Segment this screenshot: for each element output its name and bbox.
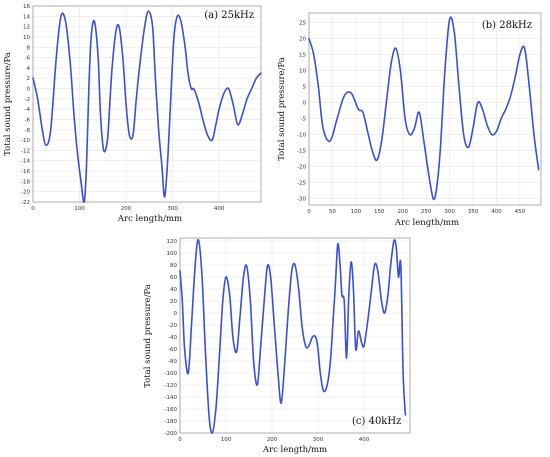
x-tick-label: 100	[74, 206, 85, 212]
y-tick-label: 2	[27, 76, 31, 82]
y-tick-label: -14	[21, 159, 30, 165]
plot-frame	[179, 237, 411, 434]
y-tick-label: -140	[165, 395, 178, 401]
x-tick-label: 0	[178, 437, 182, 443]
x-tick-label: 200	[121, 206, 132, 212]
plot-frame	[32, 5, 262, 203]
y-tick-label: -10	[21, 138, 30, 144]
y-tick-label: -200	[165, 431, 178, 437]
x-tick-label: 100	[221, 437, 232, 443]
y-tick-label: -15	[297, 149, 306, 155]
plot-frame	[308, 12, 542, 206]
y-tick-label: -10	[297, 133, 306, 139]
y-tick-label: -8	[25, 128, 31, 134]
y-tick-label: 20	[299, 37, 306, 43]
y-axis-label: Total sound pressure/Pa	[3, 52, 13, 156]
x-tick-label: 200	[267, 437, 278, 443]
x-tick-label: 400	[491, 209, 502, 215]
y-tick-label: 0	[27, 87, 31, 93]
y-tick-label: 14	[23, 14, 30, 20]
series-line	[308, 16, 540, 201]
panel-label: (c) 40kHz	[352, 416, 401, 427]
y-tick-label: 16	[23, 4, 30, 10]
y-tick-label: 15	[299, 53, 306, 59]
y-tick-label: -60	[168, 347, 177, 353]
y-tick-label: 100	[167, 251, 178, 257]
y-tick-label: -100	[165, 371, 178, 377]
y-tick-label: 8	[27, 45, 31, 51]
x-tick-label: 200	[397, 209, 408, 215]
y-tick-label: 60	[170, 275, 177, 281]
y-tick-label: -25	[297, 181, 306, 187]
y-tick-label: -180	[165, 419, 178, 425]
x-tick-label: 400	[359, 437, 370, 443]
series-line	[32, 10, 262, 204]
y-tick-label: -2	[25, 97, 30, 103]
y-tick-label: 25	[299, 21, 306, 27]
panel-a: 16 14 12 10 8 6 4 2 0 -2 -4 -6 -8 -10 -12 -14 -16 -18 -20 -…	[3, 4, 262, 224]
y-tick-label: 0	[303, 101, 307, 107]
panel-label: (b) 28kHz	[482, 20, 532, 31]
y-tick-label: -5	[301, 117, 307, 123]
x-tick-label: 400	[214, 206, 225, 212]
y-tick-label: 10	[299, 69, 306, 75]
y-tick-label: -22	[21, 200, 30, 206]
x-tick-label: 250	[421, 209, 432, 215]
y-tick-label: -120	[165, 383, 178, 389]
y-tick-label: -160	[165, 407, 178, 413]
y-tick-label: 6	[27, 56, 31, 62]
y-tick-label: -20	[21, 190, 30, 196]
x-tick-label: 300	[313, 437, 324, 443]
y-tick-label: -30	[297, 197, 306, 203]
y-axis-label: Total sound pressure/Pa	[143, 284, 153, 388]
y-tick-label: 10	[23, 35, 30, 41]
y-tick-label: -6	[25, 117, 31, 123]
x-axis-label: Arc length/mm	[394, 218, 459, 228]
x-tick-label: 100	[351, 209, 362, 215]
y-tick-label: -12	[21, 148, 30, 154]
x-tick-label: 350	[468, 209, 479, 215]
panel-label: (a) 25kHz	[204, 10, 254, 21]
x-axis-label: Arc length/mm	[262, 445, 327, 455]
y-tick-label: 12	[23, 25, 30, 31]
panel-c: 120100806040200-20-40-60-80-100-120-140-…	[143, 237, 411, 455]
y-tick-label: 120	[167, 239, 178, 245]
x-tick-label: 0	[31, 206, 35, 212]
x-tick-label: 450	[515, 209, 526, 215]
y-tick-label: 40	[170, 287, 177, 293]
y-tick-label: -40	[168, 335, 177, 341]
y-tick-label: 80	[170, 263, 177, 269]
y-axis-label: Total sound pressure/Pa	[277, 57, 287, 161]
x-tick-label: 150	[374, 209, 385, 215]
y-tick-label: 5	[303, 85, 307, 91]
y-tick-label: -80	[168, 359, 177, 365]
x-tick-label: 300	[167, 206, 178, 212]
y-tick-label: -16	[21, 169, 30, 175]
x-tick-label: 300	[444, 209, 455, 215]
y-tick-label: -20	[168, 323, 177, 329]
series-line	[179, 238, 407, 434]
x-tick-label: 0	[307, 209, 311, 215]
y-tick-label: -20	[297, 165, 306, 171]
y-tick-label: 0	[174, 311, 178, 317]
y-tick-label: -4	[25, 107, 31, 113]
x-axis-label: Arc length/mm	[117, 214, 182, 224]
y-tick-label: 4	[27, 66, 31, 72]
y-tick-label: -18	[21, 179, 30, 185]
x-tick-label: 50	[329, 209, 336, 215]
y-tick-label: 20	[170, 299, 177, 305]
